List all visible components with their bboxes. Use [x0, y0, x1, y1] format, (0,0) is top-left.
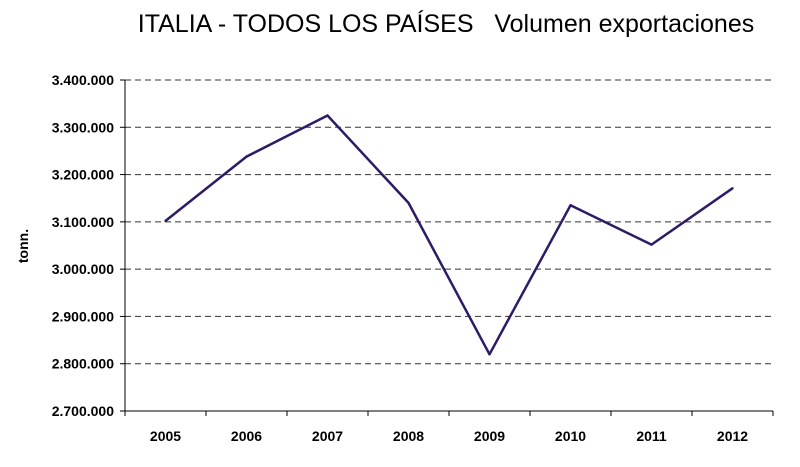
axes [120, 79, 774, 416]
series-layer [164, 114, 734, 356]
data-point [164, 219, 167, 223]
x-tick-label: 2006 [231, 428, 262, 444]
data-point [731, 187, 734, 190]
data-point [569, 204, 572, 207]
y-tick-label: 2.800.000 [52, 356, 114, 372]
series-line [164, 114, 734, 356]
y-tick-label: 2.700.000 [52, 403, 114, 419]
x-tick-label: 2005 [150, 428, 181, 444]
x-tick-label: 2012 [717, 428, 748, 444]
x-tick-labels: 2005 2006 2007 2008 2009 2010 2011 2012 [150, 428, 748, 444]
data-point [326, 114, 329, 117]
y-tick-labels: 2.700.000 2.800.000 2.900.000 3.000.000 3.10… [52, 72, 114, 419]
grid-lines [125, 79, 773, 365]
chart-title: ITALIA - TODOS LOS PAÍSES Volumen export… [138, 9, 755, 38]
y-tick-label: 2.900.000 [52, 308, 114, 324]
data-point [245, 155, 248, 158]
x-tick-label: 2011 [636, 428, 667, 444]
data-point [650, 243, 653, 246]
y-axis-label: tonn. [15, 229, 31, 263]
y-tick-label: 3.300.000 [52, 119, 114, 135]
y-tick-label: 3.200.000 [52, 167, 114, 183]
y-tick-label: 3.000.000 [52, 261, 114, 277]
y-tick-label: 3.100.000 [52, 214, 114, 230]
x-tick-label: 2007 [312, 428, 343, 444]
x-tick-label: 2008 [393, 428, 424, 444]
data-point [407, 201, 410, 205]
data-point [488, 353, 491, 356]
y-tick-label: 3.400.000 [52, 72, 114, 88]
x-tick-label: 2010 [555, 428, 586, 444]
x-tick-label: 2009 [474, 428, 505, 444]
